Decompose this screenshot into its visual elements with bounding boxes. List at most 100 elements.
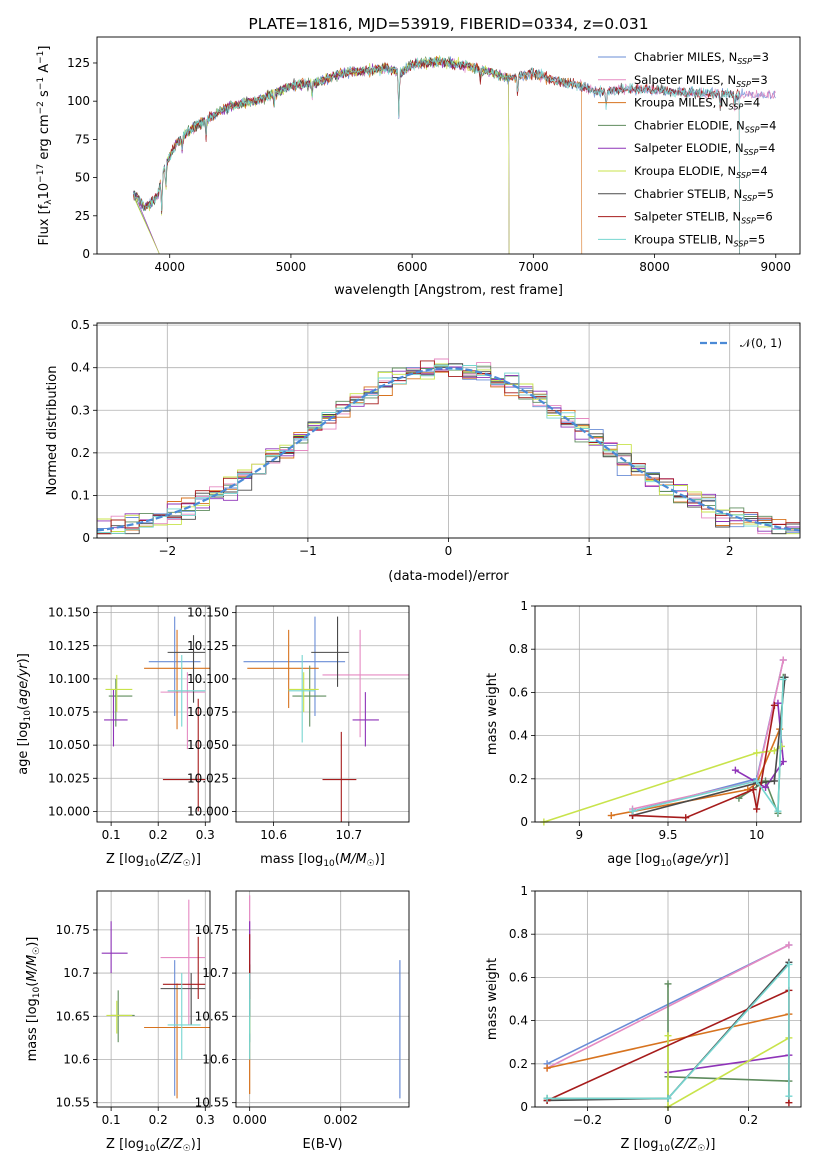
x-axis-label: mass [log10(M/M☉)] xyxy=(260,852,385,869)
label-part: 10 xyxy=(32,986,42,998)
label-part: 10 xyxy=(144,859,156,869)
label-part: erg cm xyxy=(37,114,52,163)
y-tick-label: 50 xyxy=(75,171,90,185)
label-part: ☉ xyxy=(697,1144,705,1154)
x-tick-label: 0.2 xyxy=(149,1113,168,1127)
label-part: ☉ xyxy=(183,1144,191,1154)
spectrum-line xyxy=(133,56,740,254)
label-part: )] xyxy=(16,653,31,663)
y-tick-label: 10.55 xyxy=(56,1096,90,1110)
label-part: A xyxy=(37,64,52,77)
y-tick-label: 10.025 xyxy=(48,771,90,785)
label-part: ] xyxy=(37,46,52,51)
x-tick-label: 0 xyxy=(445,544,453,558)
y-tick-label: 0.6 xyxy=(509,685,528,699)
x-tick-label: 10.7 xyxy=(335,828,362,842)
label-part: =6 xyxy=(756,210,773,224)
label-part: −2 xyxy=(36,101,46,114)
y-tick-label: 0 xyxy=(82,247,90,261)
axes-frame xyxy=(235,890,410,1108)
axes-frame xyxy=(235,605,410,823)
label-part: =3 xyxy=(752,50,769,64)
label-part: SSP xyxy=(736,80,751,89)
y-tick-label: 0.4 xyxy=(71,361,90,375)
label-part: 10 xyxy=(144,1144,156,1154)
y-tick-label: 0.5 xyxy=(71,318,90,332)
label-part: ☉ xyxy=(183,859,191,869)
label-part: ( xyxy=(335,852,340,867)
y-axis-label: mass [log10(M/M☉)] xyxy=(25,937,42,1062)
x-tick-label: 0.002 xyxy=(324,1113,358,1127)
y-tick-label: 0 xyxy=(82,531,90,545)
x-tick-label: 6000 xyxy=(397,260,428,274)
y-tick-label: 10.7 xyxy=(202,966,229,980)
label-part: =3 xyxy=(751,73,768,87)
legend-entry: Chabrier ELODIE, NSSP=4 xyxy=(634,118,776,134)
label-part: 10 xyxy=(660,859,672,869)
x-tick-label: −1 xyxy=(299,544,317,558)
x-tick-label: 0 xyxy=(664,1113,672,1127)
axes-frame xyxy=(96,322,801,539)
label-part: ☉ xyxy=(367,859,375,869)
spectrum-line xyxy=(133,57,510,254)
y-tick-label: 125 xyxy=(67,56,90,70)
x-tick-label: 7000 xyxy=(518,260,549,274)
weight-line xyxy=(632,677,786,817)
legend-entry: Salpeter STELIB, NSSP=6 xyxy=(634,210,773,226)
y-tick-label: 1 xyxy=(520,599,528,613)
x-axis-label: Z [log10(Z/Z☉)] xyxy=(106,852,201,869)
legend-entry: Kroupa STELIB, NSSP=5 xyxy=(634,232,765,248)
label-part: Z/Z xyxy=(674,1137,698,1152)
y-tick-label: 0 xyxy=(520,1100,528,1114)
label-part: SSP xyxy=(741,217,756,226)
y-tick-label: 10.6 xyxy=(202,1052,229,1066)
label-part: −1 xyxy=(36,77,46,90)
weight-line xyxy=(667,1054,790,1074)
x-axis-label: Z [log10(Z/Z☉)] xyxy=(106,1137,201,1154)
normal-reference-curve xyxy=(97,367,800,532)
label-part: Kroupa ELODIE, N xyxy=(634,164,736,178)
y-tick-label: 1 xyxy=(520,884,528,898)
y-tick-label: 10.050 xyxy=(187,738,229,752)
x-tick-label: 9 xyxy=(576,828,584,842)
axes-4: 10.6 10.7 10.000 10.025 10.050 10.075 10.100 10… xyxy=(187,605,410,869)
label-part: SSP xyxy=(737,57,752,66)
x-tick-label: 0.3 xyxy=(196,828,215,842)
y-tick-label: 0.2 xyxy=(71,446,90,460)
x-tick-label: 4000 xyxy=(154,260,185,274)
label-part: SSP xyxy=(744,148,759,157)
label-part: λ xyxy=(44,199,54,205)
y-axis-label: Normed distribution xyxy=(45,366,60,496)
y-tick-label: 0.4 xyxy=(509,729,528,743)
y-axis-label: Flux [fλ10−17 erg cm−2 s−1 A−1] xyxy=(36,46,54,246)
x-tick-label: 8000 xyxy=(639,260,670,274)
y-axis-label: mass weight xyxy=(485,673,500,755)
x-axis-label: E(B-V) xyxy=(302,1137,342,1152)
y-tick-label: 10.075 xyxy=(48,705,90,719)
axes-frame xyxy=(534,890,802,1108)
x-tick-label: 0.1 xyxy=(102,828,121,842)
x-tick-label: 10.6 xyxy=(260,828,287,842)
label-part: SSP xyxy=(742,194,757,203)
label-part: ☉ xyxy=(32,947,42,955)
label-part: ( xyxy=(16,705,31,710)
weight-line xyxy=(632,679,785,814)
legend-entry: Salpeter MILES, NSSP=3 xyxy=(634,73,768,89)
label-part: )] xyxy=(191,852,201,867)
y-axis-label: mass weight xyxy=(485,958,500,1040)
label-part: ( xyxy=(670,1137,675,1152)
label-part: 10 xyxy=(37,183,52,200)
y-tick-label: 10.075 xyxy=(187,705,229,719)
y-tick-label: 0.4 xyxy=(509,1014,528,1028)
label-part: Salpeter ELODIE, N xyxy=(634,141,744,155)
axes-2: −2 −1 0 1 2 0 0.1 0.2 0.3 0.4 0.5 𝒩(0, 1) (data-mode… xyxy=(45,318,801,584)
label-part: =4 xyxy=(760,118,777,132)
y-tick-label: 0.8 xyxy=(509,927,528,941)
x-tick-label: 0.2 xyxy=(149,828,168,842)
histogram-step xyxy=(97,364,800,538)
label-part: =4 xyxy=(758,141,775,155)
x-tick-label: 10 xyxy=(749,828,764,842)
y-tick-label: 0.1 xyxy=(71,488,90,502)
x-tick-label: 1 xyxy=(585,544,593,558)
